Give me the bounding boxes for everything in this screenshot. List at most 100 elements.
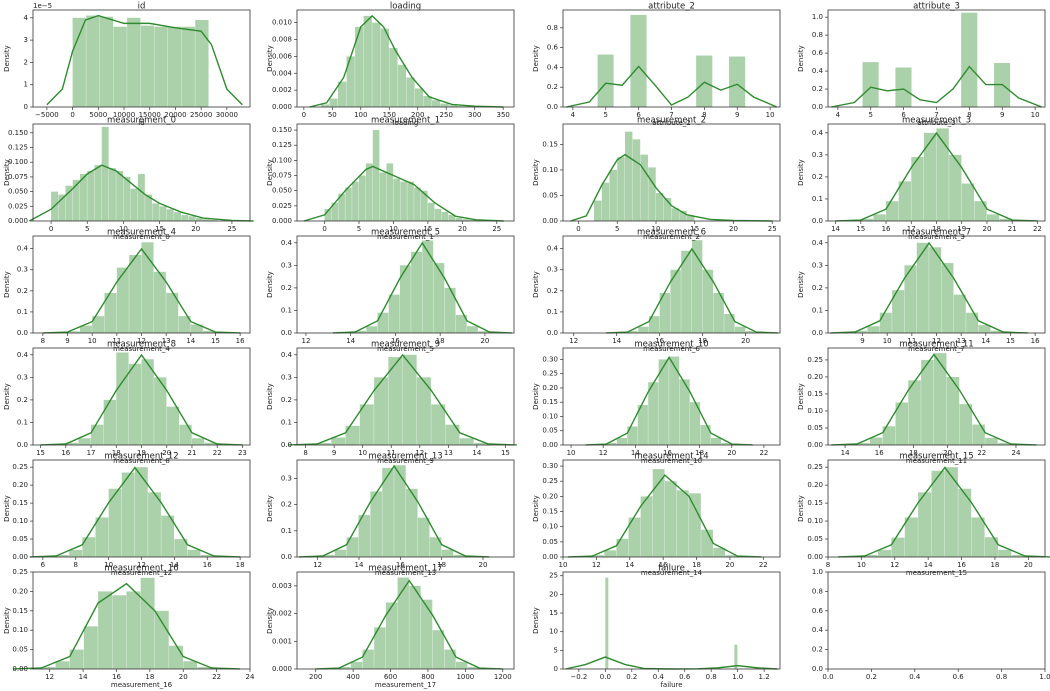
bar xyxy=(616,437,627,445)
y-tick-label: 0.3 xyxy=(281,474,292,482)
x-tick-label: 13 xyxy=(162,337,171,345)
kde-line xyxy=(585,356,753,446)
kde-line xyxy=(831,65,1042,108)
y-tick-label: 0.4 xyxy=(812,626,824,634)
bar xyxy=(169,645,183,669)
x-tick-label: 14 xyxy=(631,449,640,457)
bar xyxy=(696,55,713,107)
x-tick-label: 18 xyxy=(932,225,941,233)
bar xyxy=(195,20,209,107)
bar xyxy=(420,599,433,669)
x-tick-label: 10 xyxy=(766,111,775,119)
x-tick-label: 10 xyxy=(559,561,568,569)
bar xyxy=(400,181,407,221)
bar xyxy=(423,96,432,107)
y-tick-label: 20 xyxy=(549,590,558,598)
bar xyxy=(80,173,87,221)
bar xyxy=(154,26,168,108)
bar xyxy=(627,331,638,333)
bar xyxy=(606,443,617,445)
y-tick-label: 0.25 xyxy=(12,568,28,576)
x-tick-label: 1.2 xyxy=(759,673,770,681)
offset-text: 1e−5 xyxy=(33,2,52,10)
x-axis-label: measurement_6 xyxy=(643,345,700,353)
subplot: 0.0 0.2 0.4 0.6 0.8 1.0 0.0 0.2 0.4 0.6 0.8 1.0 xyxy=(812,568,1050,681)
y-tick-label: 0.00 xyxy=(542,553,558,561)
x-tick-label: 15 xyxy=(423,225,432,233)
bar xyxy=(55,661,70,669)
bar xyxy=(898,181,911,221)
bar xyxy=(166,292,179,333)
bar xyxy=(659,292,671,333)
x-tick-label: 22 xyxy=(759,561,768,569)
x-tick-label: 50 xyxy=(328,111,337,119)
x-tick-label: 0 xyxy=(576,225,580,233)
y-tick-label: 0.025 xyxy=(8,202,28,210)
bar xyxy=(908,380,921,445)
y-axis-label: Density xyxy=(3,495,11,522)
x-tick-label: 9 xyxy=(65,337,69,345)
kde-line xyxy=(29,164,254,222)
subplot-title: loading xyxy=(390,2,421,12)
x-axis-label: measurement_1 xyxy=(377,233,434,241)
y-tick-label: 0.05 xyxy=(807,424,823,432)
x-tick-label: 1.0 xyxy=(732,673,743,681)
bar xyxy=(904,265,917,333)
bar xyxy=(350,661,363,669)
x-tick-label: 200 xyxy=(411,111,424,119)
subplot-title: measurement_1 xyxy=(371,116,440,126)
bar xyxy=(203,330,216,333)
bar xyxy=(656,192,664,221)
bar xyxy=(179,424,192,445)
bar xyxy=(188,216,196,221)
x-tick-label: 18 xyxy=(236,561,245,569)
x-axis-label: measurement_7 xyxy=(908,345,965,353)
bar xyxy=(365,163,373,221)
subplot-title: measurement_3 xyxy=(902,116,971,126)
bar xyxy=(679,210,687,221)
x-tick-label: 15 xyxy=(155,225,164,233)
axes-frame xyxy=(562,123,781,222)
y-tick-label: 0.125 xyxy=(272,141,292,149)
bar xyxy=(154,377,167,445)
subplot-title: measurement_16 xyxy=(104,564,178,574)
x-tick-label: 0.6 xyxy=(953,673,965,681)
bar xyxy=(126,591,141,669)
bar xyxy=(431,404,446,445)
y-tick-label: 0.3 xyxy=(812,261,823,269)
y-axis-label: Density xyxy=(3,159,11,186)
x-tick-label: 10000 xyxy=(113,111,135,119)
y-tick-label: 0.3 xyxy=(281,373,292,381)
bar xyxy=(441,211,449,221)
bar xyxy=(891,537,905,557)
y-tick-label: 0.4 xyxy=(281,239,293,247)
y-tick-label: 0.001 xyxy=(272,637,292,645)
bar xyxy=(936,128,949,221)
subplot: 4 5 6 7 8 9 100.00.20.40.60.8attribute_2attrib… xyxy=(532,2,781,127)
x-axis-label: measurement_10 xyxy=(641,457,702,465)
y-tick-label: 0.8 xyxy=(812,31,823,39)
bar xyxy=(370,491,382,557)
bar xyxy=(958,488,972,557)
y-tick-label: 0.10 xyxy=(542,166,558,174)
x-tick-label: 9 xyxy=(1000,111,1004,119)
bar xyxy=(56,554,69,557)
y-tick-label: 0.010 xyxy=(272,19,292,27)
x-tick-label: 16 xyxy=(61,449,70,457)
kde-line xyxy=(830,241,1028,334)
y-tick-label: 0.10 xyxy=(542,523,558,531)
bar xyxy=(734,326,746,333)
bar xyxy=(999,218,1012,221)
y-tick-label: 0 xyxy=(24,103,28,111)
y-tick-label: 0.0 xyxy=(812,665,823,673)
y-tick-label: 0.050 xyxy=(272,187,292,195)
x-tick-label: 30000 xyxy=(216,111,238,119)
x-tick-label: 10 xyxy=(104,561,113,569)
y-tick-label: 10 xyxy=(549,628,558,636)
bar xyxy=(140,25,155,108)
bar xyxy=(941,263,954,333)
bar xyxy=(82,537,96,557)
bar xyxy=(181,215,189,221)
bar xyxy=(594,200,602,221)
y-tick-label: 0.0 xyxy=(812,217,823,225)
